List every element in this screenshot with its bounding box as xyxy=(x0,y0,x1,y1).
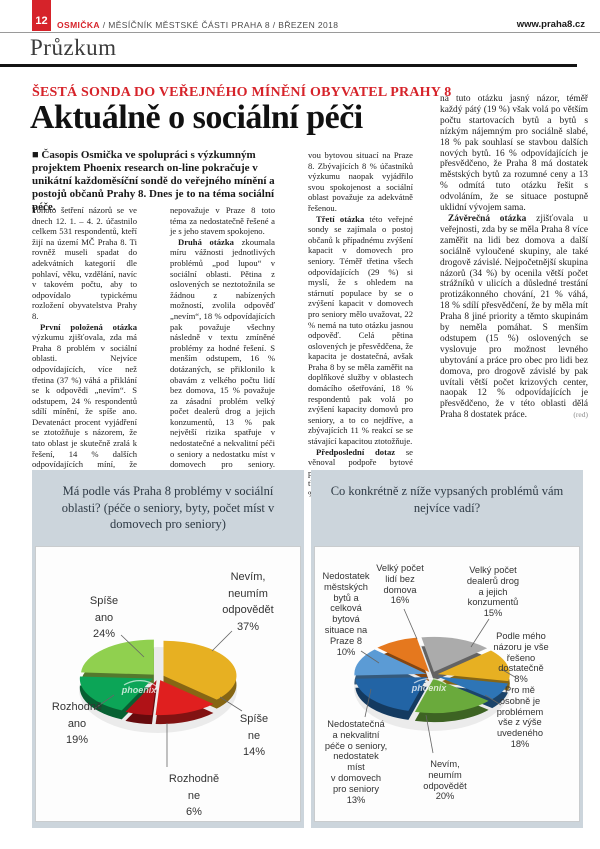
label-leader-line xyxy=(93,694,115,710)
body-column-3: vou bytovou situací na Praze 8. Zbývajíc… xyxy=(308,150,413,500)
survey-chart-box-1: Má podle vás Praha 8 problémy v sociální… xyxy=(32,470,304,828)
pie-slice xyxy=(81,639,154,675)
chart1-question: Má podle vás Praha 8 problémy v sociální… xyxy=(61,484,275,531)
website-text: www.praha8.cz xyxy=(516,19,585,30)
article-lead: ■ Časopis Osmička ve spolupráci s výzkum… xyxy=(32,149,282,214)
chart2-panel: phoenix Velký počet lidí bez domova 16% V… xyxy=(314,546,580,822)
pie-slice-label: Podle mého názoru je vše řešeno dostateč… xyxy=(493,631,549,685)
pie-slice-label: Nevím, neumím odpovědět 37% xyxy=(222,571,274,633)
body-paragraph: Závěrečná otázka zjišťovala u veřejnosti… xyxy=(440,213,588,421)
body-paragraph: vou bytovou situací na Praze 8. Zbývajíc… xyxy=(308,150,413,213)
body-paragraph: Třetí otázka této veřejné sondy se zajím… xyxy=(308,213,413,447)
pie-slice-label: Nedostatek městských bytů a celková byto… xyxy=(322,571,370,657)
pie-slice-label: Rozhodně ne 6% xyxy=(168,773,220,818)
author-signature: (red) xyxy=(571,410,588,420)
pie-slice xyxy=(355,677,428,711)
magazine-name: OSMIČKA xyxy=(57,20,100,30)
pie-chart-1: phoenix xyxy=(79,630,243,767)
body-column-2: nepovažuje v Praze 8 toto téma za nedost… xyxy=(170,205,275,502)
pie-slice-label: Rozhodně ano 19% xyxy=(51,701,103,746)
label-leader-line xyxy=(219,696,243,712)
lead-bullet: ■ xyxy=(32,149,42,161)
section-divider xyxy=(0,64,577,67)
pie-slice-label: Nevím, neumím odpovědět 20% xyxy=(423,759,467,802)
pie-slice-label: Velký počet lidí bez domova 16% xyxy=(376,563,424,606)
lead-text: Časopis Osmička ve spolupráci s výzkumný… xyxy=(32,149,275,213)
label-leader-line xyxy=(484,694,502,706)
label-leader-line xyxy=(425,714,434,754)
label-leader-line xyxy=(120,634,145,658)
chart2-question: Co konkrétně z níže vypsaných problémů v… xyxy=(330,484,564,515)
pie-slice xyxy=(354,649,427,676)
page-number-badge: 12 xyxy=(32,0,51,31)
page-number: 12 xyxy=(35,15,48,27)
label-leader-line xyxy=(470,618,490,648)
phoenix-watermark: phoenix xyxy=(121,685,157,695)
article-kicker: ŠESTÁ SONDA DO VEŘEJNÉHO MÍNĚNÍ OBYVATEL… xyxy=(32,85,452,100)
pie-slice-label: Spíše ano 24% xyxy=(89,595,119,640)
header-meta: OSMIČKA / MĚSÍČNÍK MĚSTSKÉ ČÁSTI PRAHA 8… xyxy=(57,20,338,30)
body-paragraph: nepovažuje v Praze 8 toto téma za nedost… xyxy=(170,205,275,237)
label-leader-line xyxy=(211,630,233,652)
header-divider xyxy=(0,32,600,33)
phoenix-logo-swoosh xyxy=(123,680,157,687)
pie-slice xyxy=(437,650,510,682)
phoenix-logo-swoosh xyxy=(413,678,447,685)
chart1-panel: phoenix Nevím, neumím odpovědět 37% Spíše… xyxy=(35,546,301,822)
pie-slice xyxy=(125,680,157,716)
magazine-subtitle: / MĚSÍČNÍK MĚSTSKÉ ČÁSTI PRAHA 8 / BŘEZE… xyxy=(99,20,339,30)
label-leader-line xyxy=(403,608,418,640)
pie-slice xyxy=(79,676,153,711)
section-title: Průzkum xyxy=(30,35,117,60)
pie-slice-label: Spíše ne 14% xyxy=(239,713,269,758)
pie-slice-label: Nedostatečná a nekvalitní péče o seniory… xyxy=(324,719,388,805)
body-paragraph: Druhá otázka zkoumala míru vážnosti jedn… xyxy=(170,236,275,501)
pie-slice xyxy=(437,676,508,700)
body-paragraph: Tohoto šetření názorů se ve dnech 12. 1.… xyxy=(32,205,137,321)
pie-slice xyxy=(421,636,488,672)
article-title: Aktuálně o sociální péči xyxy=(30,99,363,136)
survey-chart-box-2: Co konkrétně z níže vypsaných problémů v… xyxy=(311,470,583,828)
label-leader-line xyxy=(364,688,372,718)
phoenix-watermark: phoenix xyxy=(411,683,447,693)
pie-slice xyxy=(414,678,489,714)
label-leader-line xyxy=(500,668,516,678)
pie-slice-label: Velký počet dealerů drog a jejich konzum… xyxy=(466,565,520,619)
pie-slice xyxy=(377,637,430,673)
body-paragraph: na tuto otázku jasný názor, téměř každý … xyxy=(440,94,588,214)
body-column-4: na tuto otázku jasný názor, téměř každý … xyxy=(440,94,588,421)
pie-chart-2: phoenix xyxy=(354,608,516,754)
label-leader-line xyxy=(360,650,380,664)
pie-slice xyxy=(155,680,214,716)
pie-slice-label: Pro mě osobně je problémem vše z výše uv… xyxy=(496,685,544,749)
body-column-1: Tohoto šetření názorů se ve dnech 12. 1.… xyxy=(32,205,137,502)
pie-slice xyxy=(163,640,237,700)
